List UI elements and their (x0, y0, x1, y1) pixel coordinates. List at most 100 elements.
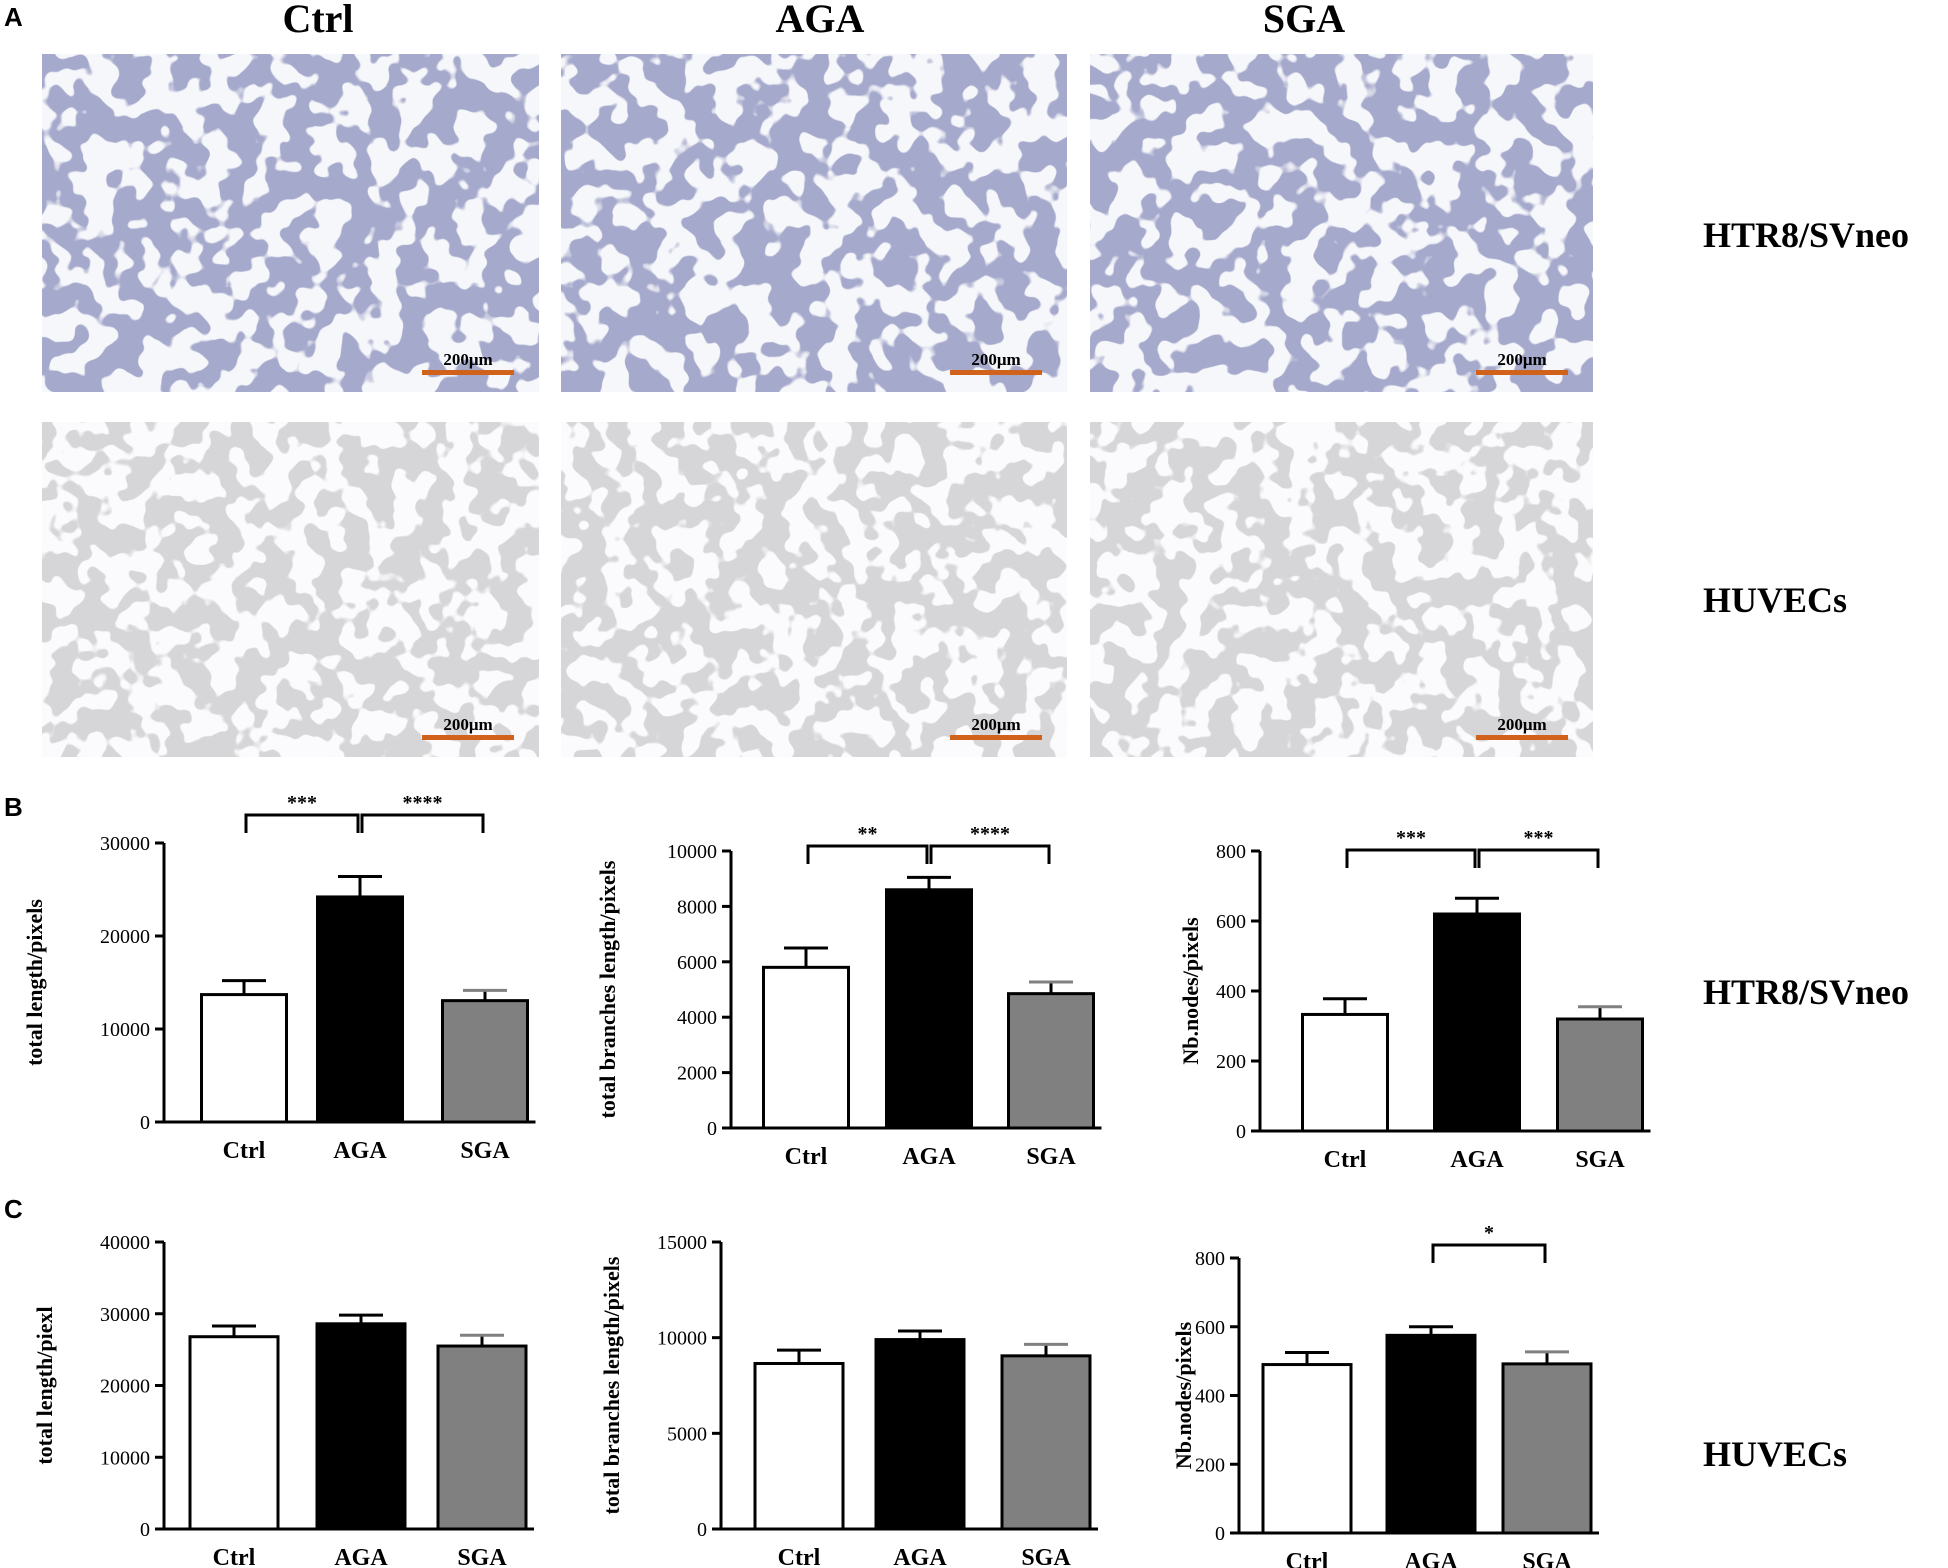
micrograph-grid: 200μm 200μm 200μm 200μm 200μm 200μm (42, 54, 1593, 757)
y-tick-label: 6000 (677, 952, 717, 974)
significance-bracket (1345, 848, 1477, 868)
y-tick-label: 200 (1216, 1051, 1246, 1073)
y-tick-label: 0 (707, 1118, 717, 1140)
x-tick-label: SGA (457, 1545, 507, 1568)
bar-ctrl (753, 1361, 845, 1531)
bar-aga (316, 895, 404, 1124)
bar-sga (441, 999, 529, 1124)
micrograph-image (42, 54, 539, 392)
y-tick-label: 10000 (100, 1447, 150, 1469)
significance-label: * (1484, 1222, 1494, 1244)
bar-ctrl (762, 965, 850, 1130)
y-tick-label: 40000 (100, 1232, 150, 1254)
scale-bar-label: 200μm (971, 715, 1020, 734)
y-tick-label: 10000 (100, 1019, 150, 1041)
y-tick-label: 30000 (100, 833, 150, 855)
y-axis-label: total branches length/pixels (595, 860, 620, 1118)
bar-sga (1007, 992, 1095, 1130)
y-tick-label: 0 (140, 1112, 150, 1134)
x-tick-label: SGA (1575, 1147, 1625, 1173)
x-tick-label: AGA (334, 1545, 388, 1568)
y-tick-label: 400 (1216, 981, 1246, 1003)
bar-sga (1000, 1354, 1092, 1531)
bar-aga (874, 1338, 966, 1531)
y-axis-label: total length/piexl (32, 1306, 57, 1464)
x-tick-label: AGA (893, 1545, 947, 1568)
significance-bracket (1477, 848, 1600, 868)
x-tick-label: SGA (1026, 1144, 1076, 1170)
x-tick-label: Ctrl (1324, 1147, 1367, 1173)
significance-label: *** (287, 792, 317, 814)
x-tick-label: AGA (1404, 1549, 1458, 1568)
micrograph-image (1090, 54, 1593, 392)
micrograph-htr8svneo-aga: 200μm (561, 54, 1067, 392)
x-tick-label: SGA (1522, 1549, 1572, 1568)
scale-bar (422, 735, 514, 740)
significance-label: *** (1524, 827, 1554, 849)
scale-bar-label: 200μm (1497, 350, 1546, 369)
micrograph-htr8svneo-ctrl: 200μm (42, 54, 539, 392)
y-tick-label: 800 (1216, 841, 1246, 863)
micrograph-huvecs-sga: 200μm (1090, 422, 1593, 757)
significance-bracket (1431, 1243, 1547, 1263)
chart-c-2: Ctrl AGA SGA 0 5000 10000 15000 total branches … (599, 1232, 1098, 1568)
y-tick-label: 600 (1195, 1317, 1225, 1339)
y-tick-label: 10000 (657, 1328, 707, 1350)
micrograph-image (561, 422, 1067, 757)
significance-label: *** (1396, 827, 1426, 849)
significance-bracket (806, 844, 929, 864)
y-tick-label: 8000 (677, 896, 717, 918)
y-tick-label: 5000 (667, 1423, 707, 1445)
significance-bracket (244, 813, 360, 833)
micrograph-image (561, 54, 1067, 392)
x-tick-label: SGA (460, 1138, 510, 1164)
scale-bar (950, 370, 1042, 375)
x-tick-label: AGA (902, 1144, 956, 1170)
scale-bar-label: 200μm (1497, 715, 1546, 734)
y-tick-label: 4000 (677, 1007, 717, 1029)
panel-label-a: A (4, 2, 23, 32)
bar-aga (885, 888, 973, 1130)
y-axis-label: total branches length/pixels (599, 1256, 624, 1514)
bar-ctrl (1301, 1012, 1389, 1133)
x-tick-label: Ctrl (785, 1144, 828, 1170)
x-tick-label: AGA (1450, 1147, 1504, 1173)
x-tick-label: Ctrl (223, 1138, 266, 1164)
panel-label-b: B (4, 792, 23, 822)
x-tick-label: Ctrl (1286, 1549, 1329, 1568)
significance-bracket (929, 844, 1051, 864)
chart-row-label-htr8: HTR8/SVneo (1703, 972, 1909, 1012)
chart-b-1: Ctrl AGA SGA 0 10000 20000 30000 total length/p… (22, 792, 536, 1164)
bar-ctrl (188, 1335, 280, 1531)
scale-bar (422, 370, 514, 375)
bar-aga (1385, 1333, 1477, 1535)
chart-c-1: Ctrl AGA SGA 0 10000 20000 30000 40000 total len… (32, 1232, 534, 1568)
micrograph-huvecs-ctrl: 200μm (42, 422, 539, 757)
y-tick-label: 20000 (100, 926, 150, 948)
bar-sga (1501, 1362, 1593, 1535)
x-tick-label: Ctrl (778, 1545, 821, 1568)
bar-sga (436, 1344, 528, 1531)
scale-bar (1476, 735, 1568, 740)
bar-ctrl (200, 993, 288, 1124)
chart-row-label-huvecs: HUVECs (1703, 1434, 1847, 1474)
y-tick-label: 600 (1216, 911, 1246, 933)
micrograph-image (42, 422, 539, 757)
x-tick-label: AGA (333, 1138, 387, 1164)
y-tick-label: 15000 (657, 1232, 707, 1254)
scale-bar (1476, 370, 1568, 375)
significance-bracket (360, 813, 485, 833)
y-axis-label: Nb.nodes/pixels (1171, 1321, 1196, 1469)
scale-bar-label: 200μm (971, 350, 1020, 369)
y-tick-label: 0 (140, 1519, 150, 1541)
scale-bar (950, 735, 1042, 740)
bar-ctrl (1261, 1363, 1353, 1535)
y-tick-label: 20000 (100, 1376, 150, 1398)
chart-b-3: Ctrl AGA SGA 0 200 400 600 800 Nb.nodes/pixels **… (1178, 827, 1651, 1173)
y-tick-label: 200 (1195, 1454, 1225, 1476)
y-axis-label: total length/pixels (22, 899, 47, 1066)
chart-c-3: Ctrl AGA SGA 0 200 400 600 800 Nb.nodes/pixels * (1171, 1222, 1599, 1568)
micrograph-huvecs-aga: 200μm (561, 422, 1067, 757)
